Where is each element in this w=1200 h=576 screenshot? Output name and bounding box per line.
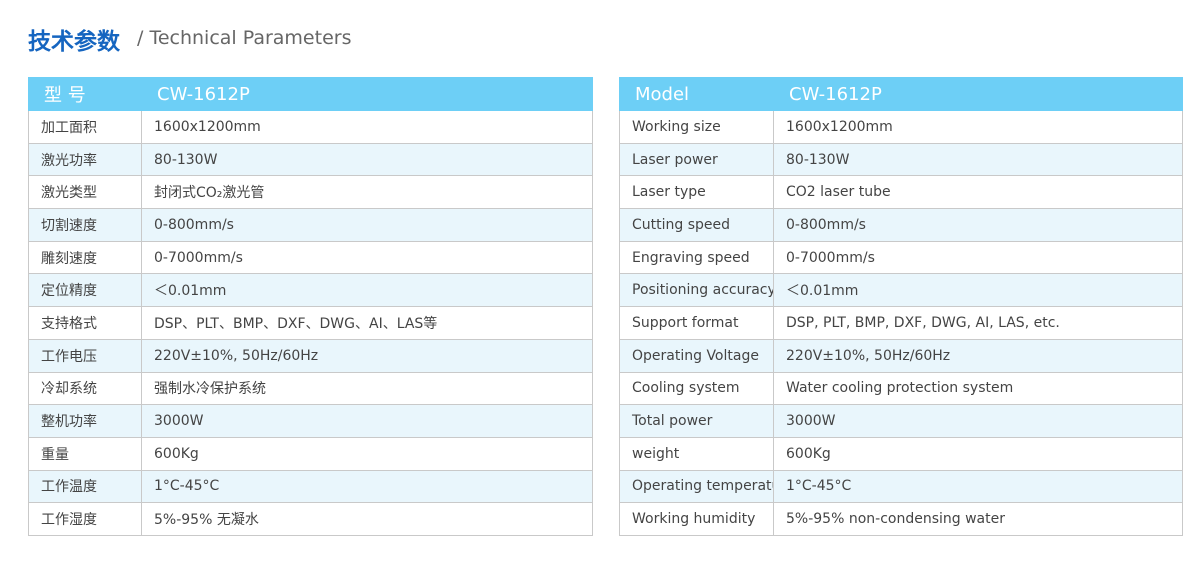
row: Positioning accuracy ＜0.01mm (619, 273, 1183, 308)
label-cell: Laser type (619, 175, 774, 210)
row: Working humidity 5%-95% non-condensing wa… (619, 502, 1183, 536)
label-cell: 工作温度 (28, 469, 142, 504)
header-cell: CW-1612P (773, 77, 1183, 111)
value-cell: DSP, PLT, BMP, DXF, DWG, AI, LAS, etc. (773, 306, 1183, 340)
label-cell: Working humidity (619, 502, 774, 536)
row: 工作电压 220V±10%, 50Hz/60Hz (28, 338, 593, 373)
row: 支持格式 DSP、PLT、BMP、DXF、DWG、AI、LAS等 (28, 306, 593, 340)
row: Engraving speed 0-7000mm/s (619, 240, 1183, 275)
row: 加工面积 1600x1200mm (28, 110, 593, 144)
value-cell: 220V±10%, 50Hz/60Hz (773, 338, 1183, 373)
row: Cooling system Water cooling protection s… (619, 371, 1183, 406)
label-cell: 工作电压 (28, 338, 142, 373)
value-cell: 80-130W (141, 142, 593, 177)
header-row: Model CW-1612P (619, 77, 1183, 111)
row: Support format DSP, PLT, BMP, DXF, DWG, A… (619, 306, 1183, 340)
value-cell: 0-800mm/s (141, 208, 593, 242)
row: 切割速度 0-800mm/s (28, 208, 593, 242)
value-cell: ＜0.01mm (773, 273, 1183, 308)
value-cell: 600Kg (773, 436, 1183, 471)
label-cell: Positioning accuracy (619, 273, 774, 308)
header-cell: Model (619, 77, 774, 111)
value-cell: Water cooling protection system (773, 371, 1183, 406)
title: 技术参数 (28, 29, 120, 55)
label-cell: 激光功率 (28, 142, 142, 177)
label-cell: 雕刻速度 (28, 240, 142, 275)
label-cell: Total power (619, 404, 774, 438)
label-cell: 重量 (28, 436, 142, 471)
label-cell: Laser power (619, 142, 774, 177)
value-cell: 1600x1200mm (773, 110, 1183, 144)
label-cell: 定位精度 (28, 273, 142, 308)
value-cell: 0-800mm/s (773, 208, 1183, 242)
label-cell: 激光类型 (28, 175, 142, 210)
label-cell: weight (619, 436, 774, 471)
label-cell: Cutting speed (619, 208, 774, 242)
row: 工作湿度 5%-95% 无凝水 (28, 502, 593, 536)
table-body: 型 号 CW-1612P 加工面积 1600x1200mm 激光功率 80-130W 激光类… (28, 77, 593, 536)
label-cell: 工作湿度 (28, 502, 142, 536)
value-cell: DSP、PLT、BMP、DXF、DWG、AI、LAS等 (141, 306, 593, 340)
value-cell: 5%-95% 无凝水 (141, 502, 593, 536)
table-body: Model CW-1612P Working size 1600x1200mm Lase… (619, 77, 1183, 536)
label-cell: 切割速度 (28, 208, 142, 242)
row: 冷却系统 强制水冷保护系统 (28, 371, 593, 406)
row: Laser type CO2 laser tube (619, 175, 1183, 210)
row: 激光功率 80-130W (28, 142, 593, 177)
label-cell: Operating temperature (619, 469, 774, 504)
value-cell: 3000W (773, 404, 1183, 438)
row: 定位精度 ＜0.01mm (28, 273, 593, 308)
spec-table-cn: 型 号 CW-1612P 加工面积 1600x1200mm 激光功率 80-130W 激光类… (28, 77, 593, 536)
value-cell: ＜0.01mm (141, 273, 593, 308)
label-cell: 加工面积 (28, 110, 142, 144)
value-cell: 220V±10%, 50Hz/60Hz (141, 338, 593, 373)
value-cell: 3000W (141, 404, 593, 438)
label-cell: Support format (619, 306, 774, 340)
label-cell: 整机功率 (28, 404, 142, 438)
label-cell: Operating Voltage (619, 338, 774, 373)
row: 雕刻速度 0-7000mm/s (28, 240, 593, 275)
header-row: 型 号 CW-1612P (28, 77, 593, 111)
subtitle: / Technical Parameters (137, 27, 352, 49)
label-cell: 冷却系统 (28, 371, 142, 406)
label-cell: Engraving speed (619, 240, 774, 275)
value-cell: CO2 laser tube (773, 175, 1183, 210)
row: Total power 3000W (619, 404, 1183, 438)
row: 重量 600Kg (28, 436, 593, 471)
value-cell: 5%-95% non-condensing water (773, 502, 1183, 536)
row: 激光类型 封闭式CO₂激光管 (28, 175, 593, 210)
header-cell: CW-1612P (141, 77, 593, 111)
value-cell: 1°C-45°C (141, 469, 593, 504)
value-cell: 封闭式CO₂激光管 (141, 175, 593, 210)
value-cell: 1600x1200mm (141, 110, 593, 144)
value-cell: 600Kg (141, 436, 593, 471)
value-cell: 1°C-45°C (773, 469, 1183, 504)
label-cell: Working size (619, 110, 774, 144)
value-cell: 80-130W (773, 142, 1183, 177)
row: 工作温度 1°C-45°C (28, 469, 593, 504)
value-cell: 强制水冷保护系统 (141, 371, 593, 406)
row: 整机功率 3000W (28, 404, 593, 438)
row: Operating Voltage 220V±10%, 50Hz/60Hz (619, 338, 1183, 373)
value-cell: 0-7000mm/s (773, 240, 1183, 275)
label-cell: 支持格式 (28, 306, 142, 340)
value-cell: 0-7000mm/s (141, 240, 593, 275)
row: weight 600Kg (619, 436, 1183, 471)
row: Cutting speed 0-800mm/s (619, 208, 1183, 242)
spec-table-en: Model CW-1612P Working size 1600x1200mm Lase… (619, 77, 1183, 536)
row: Operating temperature1°C-45°C (619, 469, 1183, 504)
label-cell: Cooling system (619, 371, 774, 406)
row: Working size 1600x1200mm (619, 110, 1183, 144)
header-cell: 型 号 (28, 77, 142, 111)
row: Laser power 80-130W (619, 142, 1183, 177)
